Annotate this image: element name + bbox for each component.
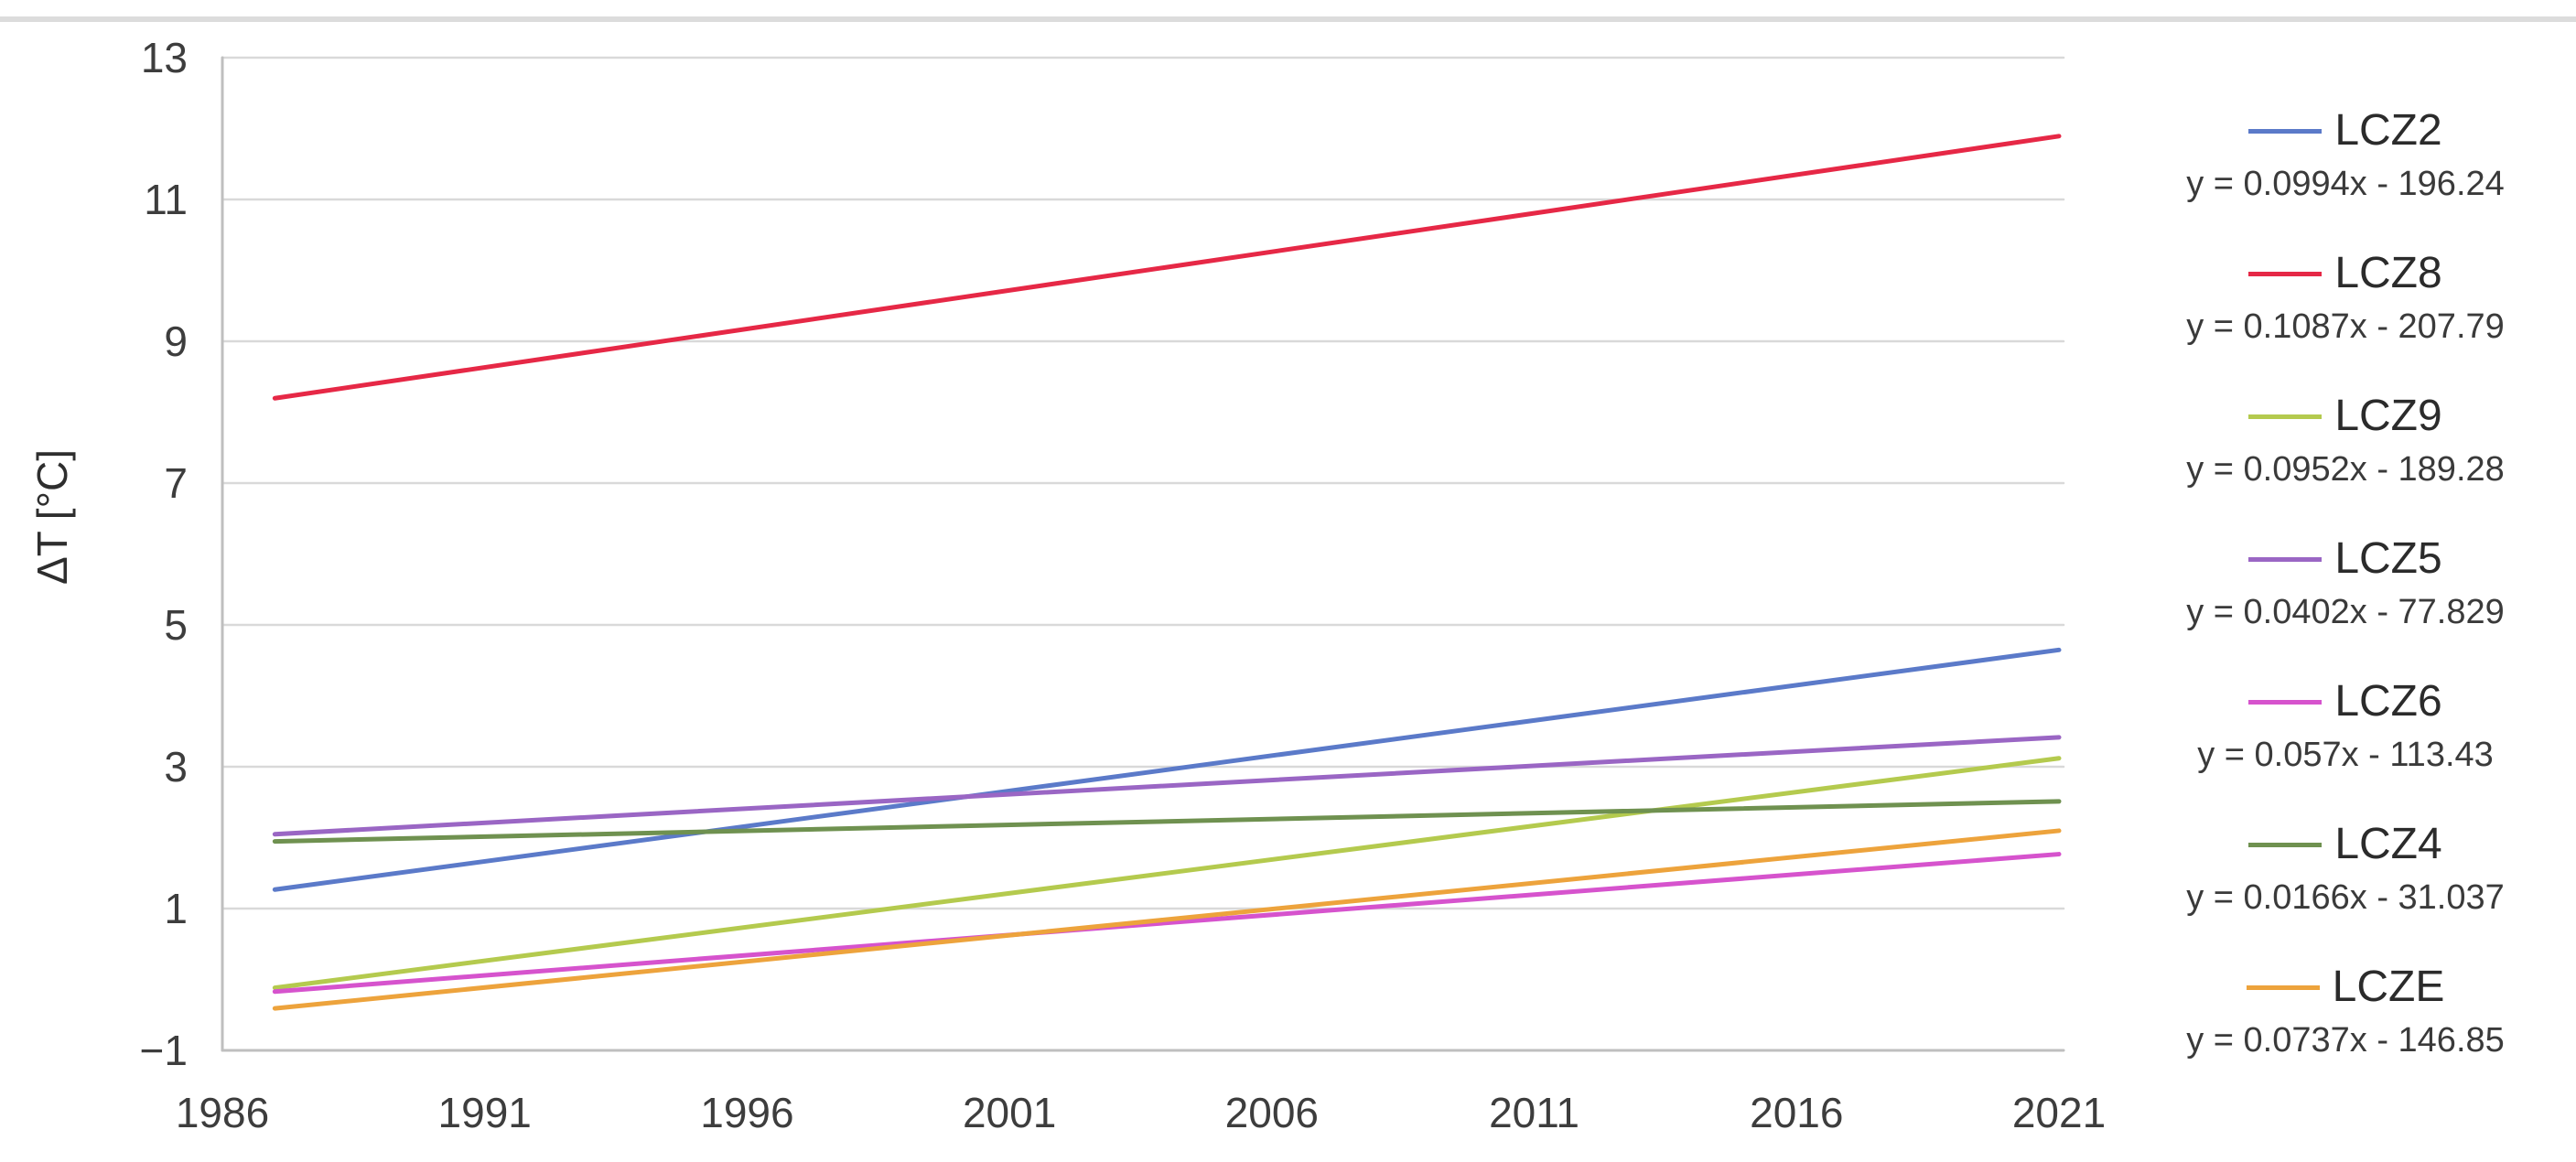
legend-name-line: LCZ5: [2132, 533, 2559, 586]
legend-entry-LCZ5: LCZ5 y = 0.0402x - 77.829: [2132, 533, 2559, 633]
legend-label-LCZE: LCZE: [2332, 963, 2445, 1011]
legend-swatch-LCZ6: [2248, 699, 2323, 705]
x-tick-label-2006: 2006: [1224, 1089, 1320, 1136]
legend-label-LCZ9: LCZ9: [2334, 392, 2442, 440]
y-tick-label-1: 1: [164, 885, 188, 932]
legend-equation-LCZ5: y = 0.0402x - 77.829: [2186, 593, 2505, 631]
legend-label-LCZ5: LCZ5: [2334, 534, 2442, 583]
y-tick-label-9: 9: [164, 317, 188, 365]
x-tick-label-1991: 1991: [437, 1089, 532, 1136]
legend-label-LCZ6: LCZ6: [2334, 677, 2442, 726]
legend-name-line: LCZ8: [2132, 247, 2559, 300]
legend-label-LCZ4: LCZ4: [2334, 820, 2442, 868]
trendline-LCZ4: [272, 799, 2062, 845]
legend-equation-LCZ4: y = 0.0166x - 31.037: [2186, 878, 2505, 917]
legend-swatch-LCZE: [2246, 984, 2320, 990]
x-tick-label-2011: 2011: [1489, 1089, 1580, 1136]
y-tick-label-7: 7: [164, 459, 188, 507]
legend-equation-LCZ2: y = 0.0994x - 196.24: [2186, 165, 2505, 203]
legend-entry-LCZ2: LCZ2 y = 0.0994x - 196.24: [2132, 104, 2559, 205]
trendline-LCZ8: [272, 134, 2062, 401]
x-tick-label-1996: 1996: [700, 1089, 794, 1136]
legend-swatch-LCZ8: [2248, 271, 2323, 276]
legend-label-LCZ8: LCZ8: [2334, 249, 2442, 297]
x-tick-label-1986: 1986: [175, 1089, 270, 1136]
legend-entry-LCZ8: LCZ8 y = 0.1087x - 207.79: [2132, 247, 2559, 348]
legend-equation-LCZ8: y = 0.1087x - 207.79: [2186, 307, 2505, 346]
legend-name-line: LCZE: [2132, 961, 2559, 1014]
legend-equation-LCZ6: y = 0.057x - 113.43: [2197, 736, 2494, 774]
legend-name-line: LCZ9: [2132, 390, 2559, 443]
top-divider-rule: [0, 16, 2576, 22]
y-tick-label-3: 3: [164, 743, 188, 791]
trendline-LCZ5: [272, 735, 2062, 837]
x-tick-label-2001: 2001: [962, 1089, 1057, 1136]
legend-swatch-LCZ5: [2248, 556, 2323, 562]
y-tick-label-−1: −1: [139, 1027, 188, 1074]
x-tick-label-2021: 2021: [2011, 1089, 2107, 1136]
legend-name-line: LCZ6: [2132, 675, 2559, 728]
x-tick-label-2016: 2016: [1750, 1089, 1844, 1136]
y-tick-label-5: 5: [164, 601, 188, 649]
y-tick-label-11: 11: [144, 176, 188, 223]
y-tick-label-13: 13: [140, 34, 188, 81]
legend-name-line: LCZ2: [2132, 104, 2559, 157]
legend-name-line: LCZ4: [2132, 818, 2559, 871]
legend-equation-LCZ9: y = 0.0952x - 189.28: [2186, 450, 2505, 489]
legend-swatch-LCZ4: [2248, 842, 2323, 847]
legend-swatch-LCZ2: [2248, 128, 2323, 134]
legend-entry-LCZ4: LCZ4 y = 0.0166x - 31.037: [2132, 818, 2559, 919]
trendline-LCZ6: [272, 852, 2062, 995]
legend-entry-LCZ9: LCZ9 y = 0.0952x - 189.28: [2132, 390, 2559, 490]
legend-swatch-LCZ9: [2248, 414, 2323, 419]
legend-entry-LCZE: LCZE y = 0.0737x - 146.85: [2132, 961, 2559, 1061]
trendline-LCZE: [272, 828, 2062, 1011]
legend-label-LCZ2: LCZ2: [2334, 106, 2442, 155]
legend-equation-LCZE: y = 0.0737x - 146.85: [2186, 1021, 2505, 1060]
trendline-LCZ9: [272, 756, 2062, 991]
legend-entry-LCZ6: LCZ6 y = 0.057x - 113.43: [2132, 675, 2559, 776]
trendline-LCZ2: [272, 647, 2062, 892]
